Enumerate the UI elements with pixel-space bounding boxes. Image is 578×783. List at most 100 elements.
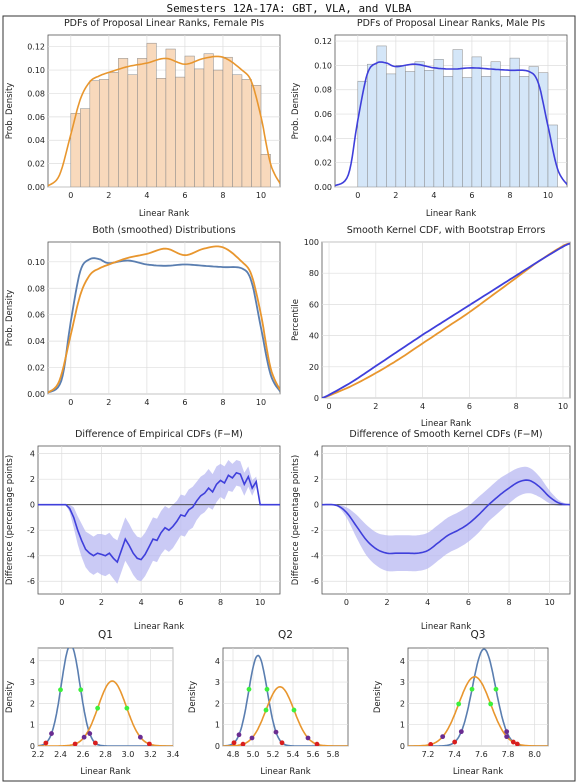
y-tick-label: 0.10 — [314, 61, 332, 70]
quantile-marker — [458, 729, 464, 735]
y-tick-label: 0.12 — [27, 43, 45, 52]
plot-area — [322, 242, 570, 398]
x-tick-label: 5.4 — [287, 750, 300, 759]
y-tick-label: 0 — [314, 501, 319, 510]
y-tick-label: 2 — [215, 699, 220, 708]
x-tick-label: 6 — [182, 398, 187, 407]
chart-both_smoothed: 0 2 4 6 8 10 0.00 0.02 0.04 0.06 0.08 0.10 Both (smo… — [5, 225, 281, 407]
x-tick-label: 2 — [106, 191, 111, 200]
histogram-bar — [519, 76, 530, 187]
histogram-bar — [89, 80, 100, 187]
x-tick-label: 2 — [106, 398, 111, 407]
y-tick-label: 60 — [309, 300, 319, 309]
y-axis-label: Prob. Density — [5, 290, 15, 347]
y-tick-label: 0.08 — [27, 284, 45, 293]
histogram-bar — [528, 66, 539, 187]
quantile-marker — [314, 741, 320, 746]
x-tick-label: 8.0 — [528, 750, 541, 759]
x-tick-label: 7.4 — [448, 750, 461, 759]
quantile-marker — [264, 686, 270, 692]
x-tick-label: 8 — [506, 598, 511, 607]
histogram-bar — [260, 154, 271, 187]
density-curve — [48, 55, 280, 187]
histogram-bar — [395, 65, 406, 187]
y-tick-label: 0.02 — [27, 160, 45, 169]
quantile-marker — [488, 701, 494, 707]
quantile-marker — [95, 705, 101, 711]
y-tick-label: -2 — [311, 526, 319, 535]
histogram-bar — [184, 55, 195, 187]
histogram-bar — [376, 45, 387, 187]
x-tick-label: 4 — [431, 191, 436, 200]
quantile-marker — [263, 707, 269, 713]
y-tick-label: 0.00 — [314, 183, 332, 192]
histogram-bar — [222, 56, 233, 187]
histogram-bar — [203, 53, 214, 187]
histogram-bar — [424, 70, 435, 187]
x-tick-label: 0 — [326, 402, 331, 411]
quantile-marker — [456, 701, 462, 707]
x-tick-label: 7.2 — [422, 750, 435, 759]
x-tick-label: 10 — [256, 191, 266, 200]
histogram-bar — [108, 72, 119, 187]
x-tick-label: 6 — [466, 598, 471, 607]
x-tick-label: 0 — [68, 191, 73, 200]
x-tick-label: 5.2 — [267, 750, 280, 759]
y-tick-label: 0.04 — [27, 136, 45, 145]
histogram-bar — [386, 73, 397, 187]
plot-area — [335, 45, 567, 187]
density-curve — [335, 61, 567, 187]
y-tick-label: 0 — [30, 501, 35, 510]
x-tick-label: 2.8 — [99, 750, 112, 759]
quantile-marker — [514, 741, 520, 746]
quantile-marker — [124, 705, 130, 711]
x-tick-label: 2 — [373, 402, 378, 411]
quantile-marker — [146, 741, 152, 746]
histogram-bar — [509, 57, 520, 187]
y-tick-label: 0 — [30, 742, 35, 751]
y-tick-label: -2 — [27, 526, 35, 535]
quantile-marker — [440, 734, 446, 740]
y-tick-label: 2 — [30, 475, 35, 484]
y-tick-label: 0.12 — [314, 37, 332, 46]
plot-area — [48, 42, 280, 187]
y-axis-label: Difference (percentage points) — [5, 455, 15, 585]
x-tick-label: 6 — [178, 598, 183, 607]
x-tick-label: 6 — [467, 402, 472, 411]
chart-title: Difference of Smooth Kernel CDFs (F−M) — [349, 429, 542, 440]
quantile-marker — [49, 731, 54, 736]
y-tick-label: 1 — [215, 721, 220, 730]
x-tick-label: 4 — [139, 598, 144, 607]
x-tick-label: 6 — [469, 191, 474, 200]
y-tick-label: 4 — [30, 450, 35, 459]
chart-title: Difference of Empirical CDFs (F−M) — [75, 429, 243, 440]
x-tick-label: 3.0 — [122, 750, 135, 759]
histogram-bar — [452, 49, 463, 187]
quantile-marker — [452, 739, 458, 745]
x-axis-label: Linear Rank — [453, 767, 503, 777]
x-tick-label: 10 — [543, 191, 553, 200]
x-tick-label: 5.0 — [247, 750, 260, 759]
x-axis-label: Linear Rank — [421, 419, 471, 429]
histogram-bar — [500, 76, 511, 187]
series-line — [48, 245, 280, 394]
y-tick-label: -4 — [311, 552, 319, 561]
y-tick-label: 4 — [30, 657, 35, 666]
x-tick-label: 8 — [220, 398, 225, 407]
x-tick-label: 2 — [385, 598, 390, 607]
plot-area — [48, 245, 280, 394]
x-tick-label: 4 — [144, 398, 149, 407]
chart-title: PDFs of Proposal Linear Ranks, Male PIs — [357, 18, 545, 29]
x-tick-label: 0 — [68, 398, 73, 407]
y-axis-label: Percentile — [291, 299, 301, 341]
y-tick-label: 4 — [400, 657, 405, 666]
x-tick-label: 2 — [99, 598, 104, 607]
quantile-marker — [92, 740, 98, 746]
figure-border — [2, 15, 576, 782]
y-tick-label: 2 — [400, 699, 405, 708]
x-tick-label: 8 — [220, 191, 225, 200]
y-tick-label: 0.04 — [27, 337, 45, 346]
quantile-marker — [72, 741, 78, 746]
quantile-marker — [137, 734, 143, 740]
